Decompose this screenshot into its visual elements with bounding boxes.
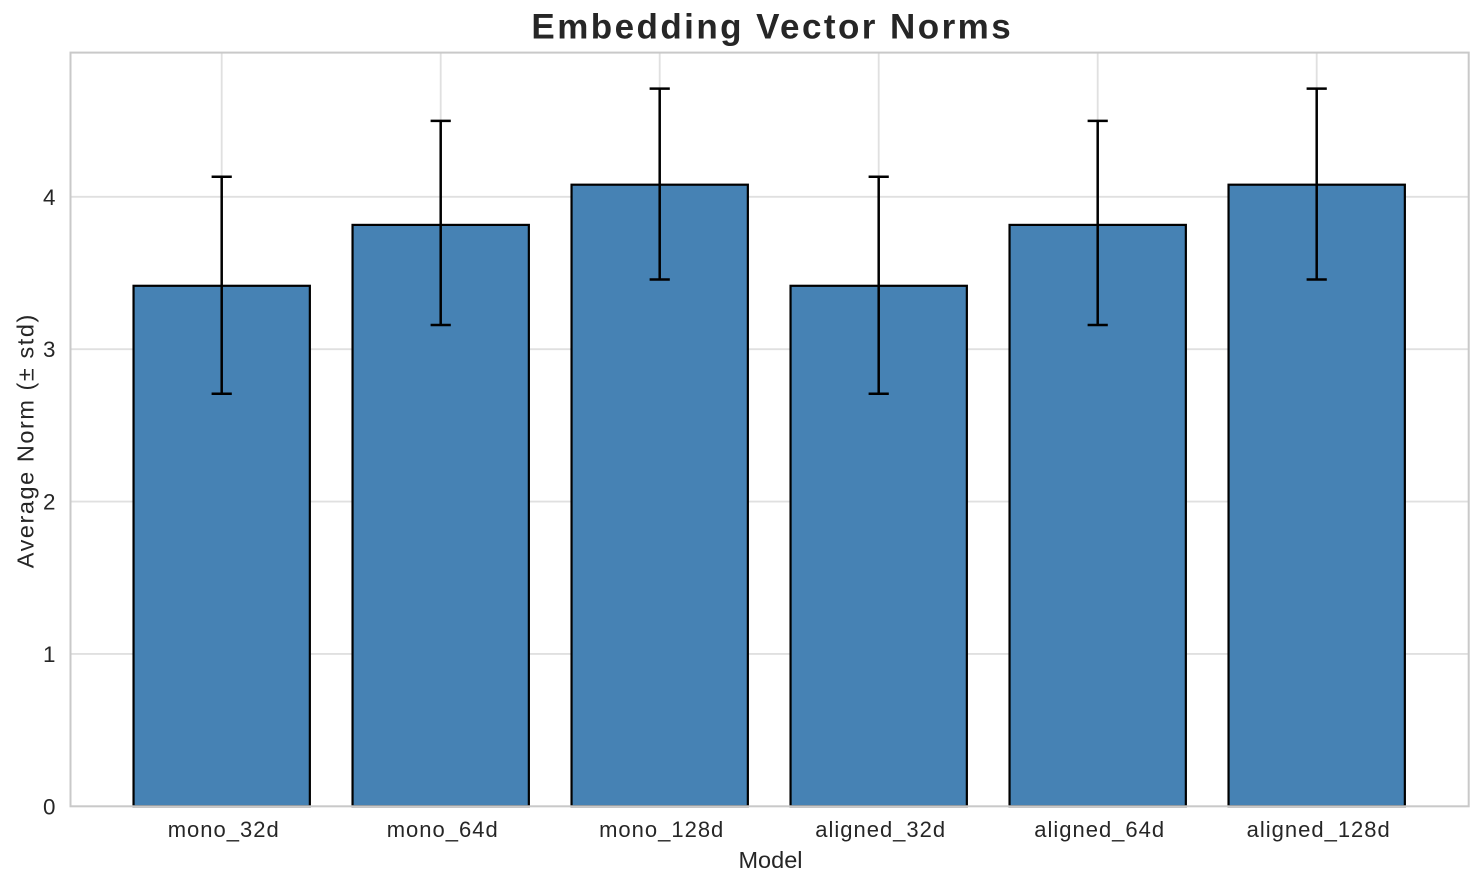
svg-text:aligned_32d: aligned_32d [815,817,946,842]
svg-text:4: 4 [43,185,55,210]
svg-text:aligned_64d: aligned_64d [1034,817,1165,842]
svg-text:3: 3 [43,337,55,362]
svg-text:mono_64d: mono_64d [387,817,499,842]
svg-text:Model: Model [738,847,802,873]
svg-text:Embedding Vector Norms: Embedding Vector Norms [531,8,1013,47]
svg-text:2: 2 [43,490,55,515]
svg-text:Average Norm (± std): Average Norm (± std) [13,313,39,568]
svg-text:aligned_128d: aligned_128d [1247,817,1391,842]
svg-text:0: 0 [43,794,55,819]
svg-text:mono_128d: mono_128d [599,817,724,842]
svg-text:mono_32d: mono_32d [168,817,280,842]
svg-text:1: 1 [43,642,55,667]
